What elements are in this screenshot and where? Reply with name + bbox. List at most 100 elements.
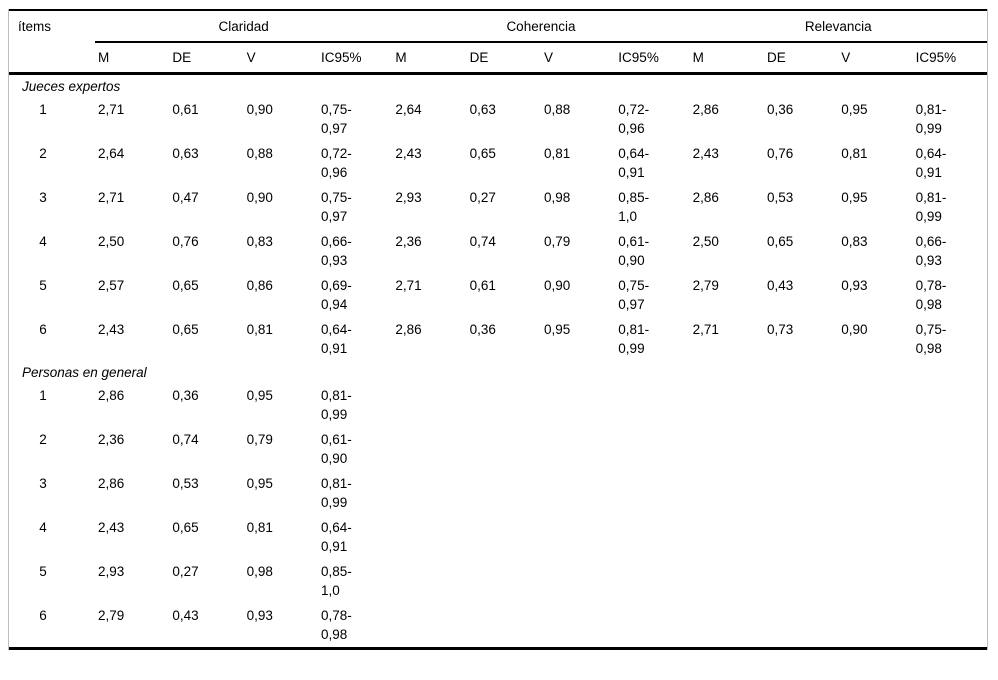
cell-relevancia-m	[690, 603, 764, 649]
item-number: 1	[39, 388, 47, 403]
cell-coherencia-de: 0,63	[469, 102, 496, 117]
cell-coherencia-ic95	[615, 471, 689, 515]
cell-relevancia-m: 2,79	[692, 278, 719, 293]
cell-relevancia-ic95: 0,78- 0,98	[915, 278, 947, 312]
group-header-coherencia: Coherencia	[392, 10, 690, 43]
cell-relevancia-ic95: 0,81- 0,99	[915, 190, 947, 224]
cell-relevancia-de: 0,43	[766, 278, 794, 293]
item-number: 5	[39, 564, 47, 579]
cell-claridad-de: 0,27	[172, 564, 199, 579]
validity-statistics-table: ítems Claridad Coherencia Relevancia M D…	[9, 9, 987, 650]
cell-claridad-m: 2,71	[98, 190, 125, 205]
cell-relevancia-m	[690, 471, 764, 515]
cell-coherencia-v	[541, 471, 615, 515]
cell-claridad-ic95: 0,64- 0,91	[320, 520, 352, 554]
cell-coherencia-m	[392, 559, 466, 603]
cell-relevancia-v: 0,83	[841, 234, 868, 249]
cell-relevancia-de: 0,65	[766, 234, 794, 249]
cell-coherencia-de: 0,27	[469, 190, 496, 205]
cell-coherencia-v	[541, 603, 615, 649]
cell-claridad-m: 2,43	[98, 322, 125, 337]
cell-relevancia-m: 2,86	[692, 190, 719, 205]
table-row: 6 2,43 0,65 0,81 0,64- 0,91 2,86 0,36 0,95 0,81-…	[9, 317, 987, 361]
cell-claridad-ic95: 0,85- 1,0	[320, 564, 352, 598]
cell-coherencia-m: 2,36	[395, 234, 422, 249]
cell-claridad-ic95: 0,81- 0,99	[320, 476, 352, 510]
item-number: 5	[39, 278, 47, 293]
cell-relevancia-m	[690, 559, 764, 603]
cell-coherencia-ic95	[615, 427, 689, 471]
section-label: Jueces expertos	[22, 79, 121, 94]
group-header-claridad: Claridad	[95, 10, 393, 43]
item-number: 3	[39, 476, 47, 491]
table-row: 2 2,36 0,74 0,79 0,61- 0,90	[9, 427, 987, 471]
cell-claridad-v: 0,93	[246, 608, 273, 623]
cell-claridad-m: 2,50	[98, 234, 125, 249]
table-row: 3 2,86 0,53 0,95 0,81- 0,99	[9, 471, 987, 515]
cell-relevancia-de	[764, 515, 838, 559]
subheader-claridad-ic95: IC95%	[317, 42, 393, 75]
table-row: 3 2,71 0,47 0,90 0,75- 0,97 2,93 0,27 0,98 0,85-…	[9, 185, 987, 229]
cell-relevancia-ic95	[913, 559, 987, 603]
group-header-relevancia: Relevancia	[689, 10, 987, 43]
subheader-relevancia-ic95: IC95%	[912, 42, 987, 75]
cell-claridad-v: 0,79	[246, 432, 273, 447]
cell-claridad-v: 0,83	[246, 234, 273, 249]
cell-coherencia-de	[467, 603, 541, 649]
cell-relevancia-de	[764, 471, 838, 515]
cell-coherencia-ic95	[615, 603, 689, 649]
cell-coherencia-v	[541, 383, 615, 427]
cell-relevancia-de	[764, 383, 838, 427]
cell-coherencia-de: 0,36	[469, 322, 496, 337]
cell-claridad-de: 0,47	[172, 190, 199, 205]
subheader-coherencia-de: DE	[466, 42, 541, 75]
cell-claridad-ic95: 0,78- 0,98	[320, 608, 352, 642]
cell-claridad-de: 0,43	[172, 608, 199, 623]
cell-claridad-m: 2,57	[98, 278, 125, 293]
cell-relevancia-ic95	[913, 471, 987, 515]
cell-claridad-m: 2,93	[98, 564, 125, 579]
cell-claridad-m: 2,86	[98, 388, 125, 403]
cell-coherencia-m: 2,86	[395, 322, 422, 337]
cell-claridad-ic95: 0,66- 0,93	[320, 234, 352, 268]
cell-coherencia-v: 0,81	[543, 146, 571, 161]
cell-coherencia-m: 2,64	[395, 102, 422, 117]
cell-claridad-ic95: 0,64- 0,91	[320, 322, 352, 356]
cell-relevancia-m: 2,86	[692, 102, 719, 117]
table-body: Jueces expertos 1 2,71 0,61 0,90 0,75- 0,97 2,…	[9, 74, 987, 649]
cell-claridad-ic95: 0,81- 0,99	[320, 388, 352, 422]
cell-coherencia-v: 0,79	[543, 234, 571, 249]
item-number: 6	[39, 608, 47, 623]
cell-relevancia-m	[690, 427, 764, 471]
cell-coherencia-de	[467, 383, 541, 427]
cell-coherencia-ic95: 0,61- 0,90	[618, 234, 650, 268]
item-number: 2	[39, 146, 47, 161]
item-number: 3	[39, 190, 47, 205]
section-label: Personas en general	[22, 365, 147, 380]
cell-relevancia-de: 0,53	[766, 190, 794, 205]
cell-relevancia-ic95	[913, 383, 987, 427]
cell-claridad-m: 2,79	[98, 608, 125, 623]
cell-coherencia-ic95: 0,64- 0,91	[618, 146, 650, 180]
cell-claridad-v: 0,88	[246, 146, 273, 161]
cell-coherencia-de	[467, 427, 541, 471]
cell-coherencia-de: 0,74	[469, 234, 496, 249]
cell-coherencia-de: 0,61	[469, 278, 496, 293]
cell-claridad-v: 0,95	[246, 388, 273, 403]
table-row: 4 2,43 0,65 0,81 0,64- 0,91	[9, 515, 987, 559]
item-number: 4	[39, 234, 47, 249]
cell-claridad-de: 0,36	[172, 388, 199, 403]
cell-coherencia-m	[392, 515, 466, 559]
cell-relevancia-ic95: 0,64- 0,91	[915, 146, 947, 180]
cell-claridad-de: 0,63	[172, 146, 199, 161]
table-row: 5 2,57 0,65 0,86 0,69- 0,94 2,71 0,61 0,90 0,75-…	[9, 273, 987, 317]
cell-claridad-de: 0,74	[172, 432, 199, 447]
cell-coherencia-de	[467, 471, 541, 515]
cell-relevancia-ic95	[913, 427, 987, 471]
subheader-coherencia-ic95: IC95%	[615, 42, 690, 75]
cell-claridad-de: 0,53	[172, 476, 199, 491]
cell-relevancia-v: 0,93	[841, 278, 868, 293]
cell-relevancia-de: 0,73	[766, 322, 794, 337]
cell-relevancia-v	[838, 471, 912, 515]
cell-relevancia-v	[838, 559, 912, 603]
